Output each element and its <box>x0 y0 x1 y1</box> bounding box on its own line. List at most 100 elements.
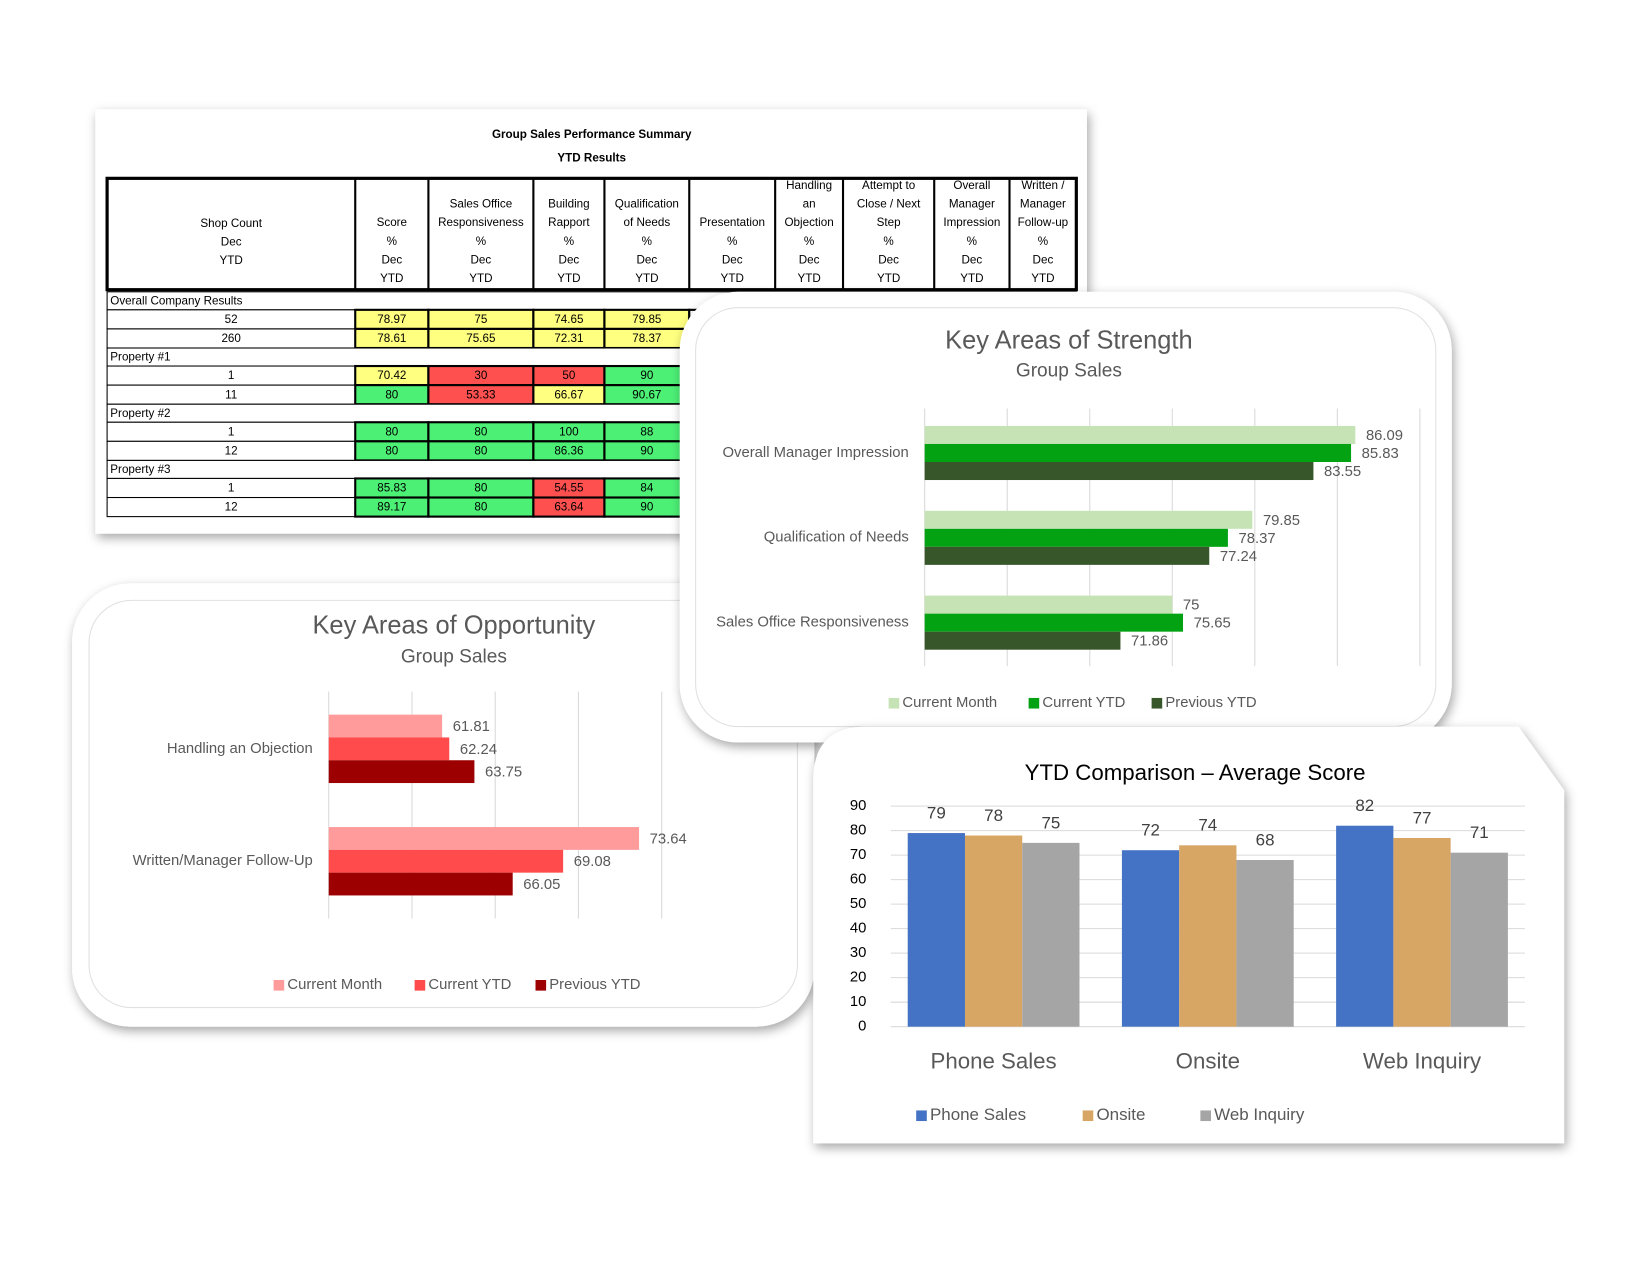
bar <box>924 546 1210 565</box>
header-text: Step <box>877 216 901 229</box>
table-subtitle: YTD Results <box>557 151 626 164</box>
cell-text: 84 <box>640 482 653 495</box>
bar <box>924 613 1184 632</box>
value-label: 85.83 <box>1362 446 1399 462</box>
strength-panel: Key Areas of Strength Group Sales Overall … <box>679 291 1452 743</box>
header-text: YTD <box>380 272 403 285</box>
legend-label: Phone Sales <box>930 1105 1026 1124</box>
cell-text: 88 <box>640 425 653 438</box>
cell-text: 80 <box>385 444 398 457</box>
header-text: Dec <box>1033 253 1054 266</box>
cell-text: 85.83 <box>377 482 406 495</box>
chart-subtitle: Group Sales <box>401 647 507 668</box>
cell-text: 78.37 <box>632 332 661 345</box>
bar <box>1179 845 1237 1027</box>
cell-text: 90.67 <box>632 388 661 401</box>
cell-text: 80 <box>474 444 487 457</box>
header-text: % <box>727 235 737 248</box>
bar <box>907 833 965 1027</box>
cell-text: 75.65 <box>466 332 495 345</box>
chart-title: Key Areas of Opportunity <box>312 612 595 640</box>
cell-text: 86.36 <box>554 444 583 457</box>
bar <box>924 528 1228 547</box>
value-label: 78 <box>984 806 1003 825</box>
category-label: Overall Manager Impression <box>723 445 909 461</box>
y-tick-label: 70 <box>850 847 867 863</box>
cell-text: 78.61 <box>377 332 406 345</box>
category-label: Sales Office Responsiveness <box>716 615 909 631</box>
value-label: 77.24 <box>1220 549 1257 565</box>
cell-text: 66.67 <box>554 388 583 401</box>
value-label: 82 <box>1355 796 1374 815</box>
header-text: Follow-up <box>1018 216 1069 229</box>
header-text: % <box>967 235 977 248</box>
legend-swatch <box>1028 697 1040 709</box>
header-text: Dec <box>722 253 743 266</box>
y-tick-label: 90 <box>850 798 867 814</box>
bar <box>328 827 640 850</box>
header-text: % <box>564 235 574 248</box>
bar <box>924 425 1356 444</box>
cell-text: 63.64 <box>554 501 584 514</box>
bar <box>1022 842 1080 1027</box>
value-label: 86.09 <box>1366 428 1403 444</box>
value-label: 83.55 <box>1324 464 1361 480</box>
bar <box>924 631 1121 650</box>
legend-label: Onsite <box>1096 1105 1145 1124</box>
cell-text: 54.55 <box>554 482 583 495</box>
header-text: % <box>642 235 652 248</box>
header-text: Attempt to <box>862 179 915 192</box>
cell-text: 12 <box>225 444 238 457</box>
value-label: 71 <box>1470 823 1489 842</box>
cell-text: 79.85 <box>632 313 661 326</box>
header-text: Manager <box>949 198 995 211</box>
header-text: YTD <box>635 272 658 285</box>
bar <box>964 835 1023 1027</box>
header-text: YTD <box>557 272 580 285</box>
section-name: Property #1 <box>110 351 170 364</box>
bar <box>924 510 1253 529</box>
header-text: Manager <box>1020 198 1066 211</box>
legend-swatch <box>273 980 285 991</box>
cell-text: 52 <box>225 313 238 326</box>
category-label: Written/Manager Follow-Up <box>133 853 313 869</box>
legend-label: Previous YTD <box>549 977 640 993</box>
header-text: YTD <box>960 272 983 285</box>
cell-text: 1 <box>228 369 234 382</box>
cell-text: 80 <box>385 425 398 438</box>
legend-swatch <box>1200 1110 1211 1122</box>
legend-label: Previous YTD <box>1165 695 1256 711</box>
y-tick-label: 80 <box>850 823 867 839</box>
value-label: 75 <box>1041 813 1060 832</box>
cell-text: 260 <box>221 332 241 345</box>
value-label: 69.08 <box>574 854 611 870</box>
header-text: % <box>804 235 814 248</box>
cell-text: 90 <box>640 501 653 514</box>
legend-label: Current YTD <box>428 977 511 993</box>
table-title: Group Sales Performance Summary <box>492 128 692 141</box>
header-text: Handling <box>786 179 832 192</box>
legend-swatch <box>916 1110 927 1122</box>
header-text: Dec <box>381 253 402 266</box>
section-name: Property #2 <box>110 407 170 420</box>
bar <box>328 714 443 738</box>
cell-text: 30 <box>474 369 487 382</box>
x-tick-label: Web Inquiry <box>1363 1049 1482 1074</box>
value-label: 79.85 <box>1263 513 1300 529</box>
legend-swatch <box>1151 697 1163 709</box>
y-tick-label: 40 <box>850 921 867 937</box>
value-label: 68 <box>1256 830 1275 849</box>
legend-swatch <box>535 980 547 991</box>
header-text: YTD <box>1031 272 1054 285</box>
bar <box>924 462 1314 481</box>
cell-text: 70.42 <box>377 369 406 382</box>
header-text: Presentation <box>699 216 764 229</box>
header-text: Building <box>548 198 589 211</box>
panel-border <box>88 599 798 1009</box>
bar <box>1393 837 1451 1027</box>
header-row <box>105 176 1078 292</box>
cell-text: 1 <box>228 425 234 438</box>
bar <box>924 595 1173 614</box>
header-text: YTD <box>877 272 900 285</box>
